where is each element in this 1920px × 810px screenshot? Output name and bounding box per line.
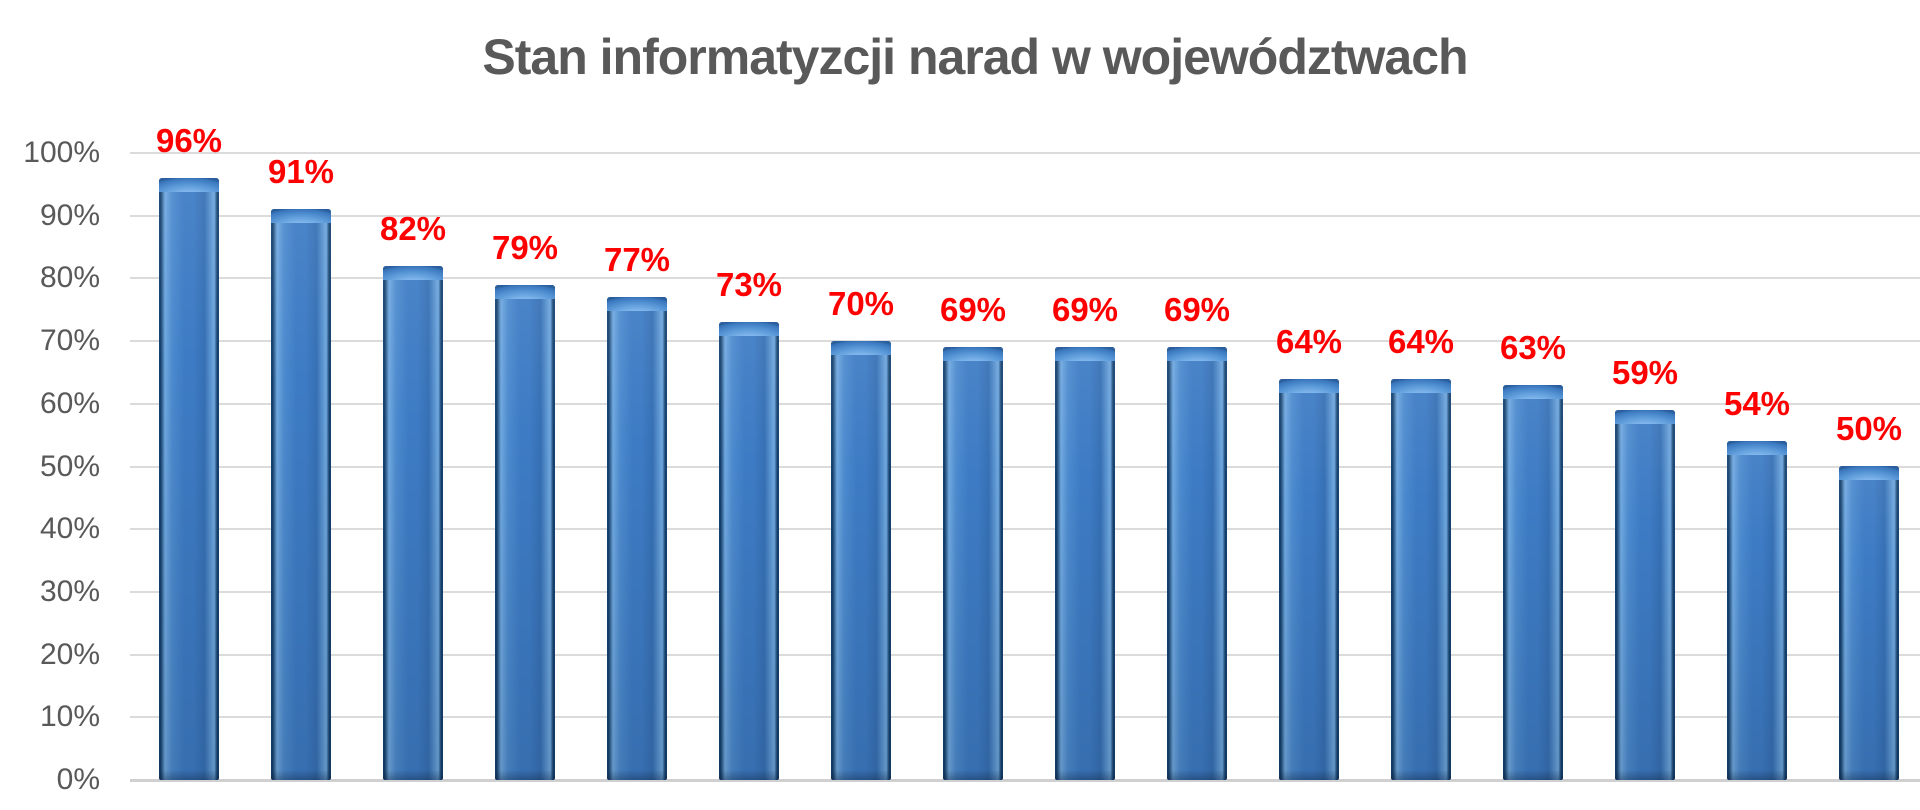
y-tick-label: 0% bbox=[56, 763, 100, 796]
bar bbox=[495, 285, 555, 780]
x-axis-line bbox=[130, 779, 1920, 782]
y-tick-label: 80% bbox=[39, 261, 100, 295]
gridline bbox=[130, 653, 1920, 656]
y-tick-label: 10% bbox=[39, 700, 100, 734]
bar-value-label: 96% bbox=[155, 122, 223, 159]
gridline bbox=[130, 340, 1920, 343]
bar bbox=[1839, 466, 1899, 780]
bar bbox=[943, 347, 1003, 780]
chart-title: Stan informatyzcji narad w województwach bbox=[482, 29, 1468, 85]
y-tick-label: 20% bbox=[39, 637, 100, 671]
bar-value-label: 69% bbox=[939, 291, 1007, 328]
bar bbox=[1167, 347, 1227, 780]
bar-value-label: 70% bbox=[827, 285, 895, 322]
bar bbox=[1279, 379, 1339, 780]
y-tick-label: 70% bbox=[39, 324, 100, 358]
gridline bbox=[130, 590, 1920, 593]
bar-value-label: 54% bbox=[1723, 385, 1791, 422]
bar-value-label: 63% bbox=[1499, 329, 1567, 366]
gridline bbox=[130, 402, 1920, 405]
bar bbox=[159, 178, 219, 780]
bar-value-label: 79% bbox=[491, 229, 559, 266]
plot-area: 96% 91% 82% 79% 77% 73% 70% 69% 69% 69% 64% 64% 63% 5… bbox=[130, 124, 1920, 782]
y-tick-label: 90% bbox=[39, 198, 100, 232]
bar bbox=[383, 266, 443, 780]
y-tick-label: 40% bbox=[39, 512, 100, 546]
y-tick-label: 30% bbox=[39, 574, 100, 608]
gridline bbox=[130, 277, 1920, 280]
y-tick-label: 100% bbox=[23, 136, 100, 169]
gridline bbox=[130, 214, 1920, 217]
bar bbox=[271, 209, 331, 780]
bar-value-label: 59% bbox=[1611, 354, 1679, 391]
y-tick-label: 50% bbox=[39, 449, 100, 483]
bar bbox=[1615, 410, 1675, 780]
bar bbox=[719, 322, 779, 780]
bar-value-label: 64% bbox=[1387, 323, 1455, 360]
bar bbox=[831, 341, 891, 780]
bar bbox=[1055, 347, 1115, 780]
bar-value-label: 69% bbox=[1163, 291, 1231, 328]
bar-value-label: 50% bbox=[1835, 410, 1903, 447]
y-tick-label: 60% bbox=[39, 386, 100, 420]
bar bbox=[1503, 385, 1563, 780]
bar-value-label: 77% bbox=[603, 241, 671, 278]
gridline bbox=[130, 465, 1920, 468]
bar-value-label: 91% bbox=[267, 153, 335, 190]
bar bbox=[1727, 441, 1787, 780]
bar-value-label: 64% bbox=[1275, 323, 1343, 360]
gridline bbox=[130, 528, 1920, 531]
bar bbox=[607, 297, 667, 780]
bar-value-label: 73% bbox=[715, 266, 783, 303]
bar-value-label: 69% bbox=[1051, 291, 1119, 328]
bar-value-label: 82% bbox=[379, 210, 447, 247]
gridline bbox=[130, 716, 1920, 719]
gridline bbox=[130, 152, 1920, 154]
bar bbox=[1391, 379, 1451, 780]
